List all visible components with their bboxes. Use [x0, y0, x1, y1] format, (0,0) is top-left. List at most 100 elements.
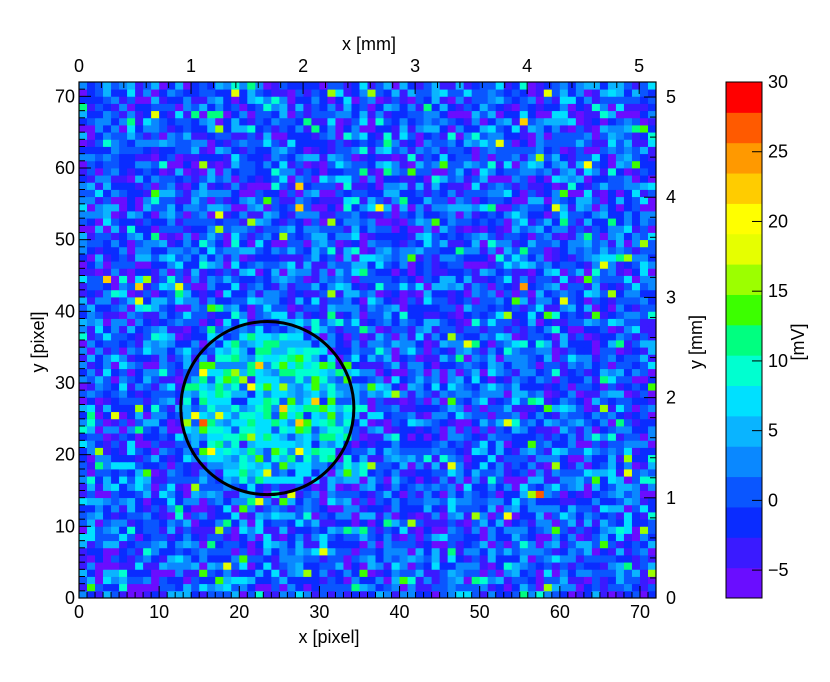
heatmap-cell — [487, 132, 497, 140]
heatmap-cell — [343, 590, 352, 599]
heatmap-cell — [135, 268, 144, 276]
heatmap-cell — [351, 361, 360, 370]
heatmap-cell — [311, 504, 320, 513]
heatmap-cell — [303, 504, 312, 513]
heatmap-cell — [559, 225, 569, 233]
heatmap-cell — [607, 404, 617, 413]
heatmap-cell — [359, 125, 368, 133]
heatmap-cell — [207, 476, 216, 484]
heatmap-cell — [207, 418, 216, 427]
heatmap-cell — [495, 347, 505, 355]
heatmap-cell — [455, 418, 465, 427]
heatmap-cell — [575, 282, 585, 291]
heatmap-cell — [127, 368, 136, 377]
heatmap-cell — [647, 189, 657, 198]
heatmap-cell — [79, 375, 88, 384]
heatmap-cell — [415, 239, 424, 248]
heatmap-cell — [423, 576, 433, 585]
heatmap-cell — [431, 569, 441, 577]
heatmap-cell — [431, 261, 441, 269]
heatmap-cell — [423, 583, 433, 592]
heatmap-cell — [199, 476, 208, 484]
heatmap-cell — [287, 576, 296, 585]
heatmap-cell — [511, 483, 521, 491]
heatmap-cell — [175, 547, 184, 556]
heatmap-cell — [223, 576, 232, 585]
heatmap-cell — [119, 411, 128, 420]
heatmap-cell — [151, 533, 160, 542]
heatmap-cell — [143, 411, 152, 420]
heatmap-cell — [319, 375, 328, 384]
heatmap-cell — [575, 340, 585, 348]
heatmap-cell — [551, 125, 561, 133]
heatmap-cell — [303, 211, 312, 219]
heatmap-cell — [599, 519, 609, 527]
heatmap-cell — [623, 576, 633, 585]
heatmap-cell — [375, 447, 384, 456]
heatmap-cell — [463, 519, 473, 527]
heatmap-cell — [583, 318, 593, 327]
heatmap-cell — [79, 168, 88, 176]
heatmap-cell — [495, 590, 505, 599]
heatmap-cell — [263, 512, 272, 520]
heatmap-cell — [623, 232, 633, 241]
heatmap-cell — [95, 196, 104, 205]
heatmap-cell — [319, 261, 328, 269]
heatmap-cell — [255, 347, 264, 355]
heatmap-cell — [223, 547, 232, 556]
heatmap-cell — [287, 519, 296, 527]
heatmap-cell — [255, 160, 264, 169]
heatmap-cell — [559, 311, 569, 319]
heatmap-cell — [567, 218, 577, 226]
heatmap-cell — [175, 390, 184, 398]
heatmap-cell — [231, 110, 240, 119]
heatmap-cell — [247, 117, 256, 126]
heatmap-cell — [559, 562, 569, 570]
heatmap-cell — [415, 168, 424, 176]
heatmap-cell — [383, 547, 392, 556]
heatmap-cell — [511, 461, 521, 470]
heatmap-cell — [215, 218, 224, 226]
heatmap-cell — [359, 497, 368, 506]
heatmap-cell — [175, 297, 184, 305]
heatmap-cell — [543, 583, 553, 592]
heatmap-cell — [639, 454, 649, 463]
heatmap-cell — [391, 182, 400, 190]
heatmap-cell — [239, 483, 248, 491]
heatmap-cell — [519, 368, 529, 377]
heatmap-cell — [239, 540, 248, 549]
heatmap-cell — [215, 103, 224, 112]
heatmap-cell — [135, 490, 144, 499]
heatmap-cell — [535, 454, 545, 463]
heatmap-cell — [415, 297, 424, 305]
heatmap-cell — [511, 332, 521, 341]
heatmap-cell — [591, 261, 601, 269]
heatmap-cell — [183, 246, 192, 255]
heatmap-cell — [479, 160, 489, 169]
heatmap-cell — [351, 275, 360, 284]
heatmap-cell — [495, 182, 505, 190]
heatmap-cell — [127, 103, 136, 112]
heatmap-cell — [191, 218, 200, 226]
heatmap-cell — [343, 211, 352, 219]
heatmap-cell — [95, 411, 104, 420]
heatmap-cell — [111, 526, 120, 534]
heatmap-cell — [343, 103, 352, 112]
heatmap-cell — [487, 354, 497, 362]
heatmap-cell — [375, 132, 384, 140]
heatmap-cell — [127, 426, 136, 434]
heatmap-cell — [511, 583, 521, 592]
heatmap-cell — [335, 189, 344, 198]
heatmap-cell — [239, 490, 248, 499]
heatmap-cell — [351, 182, 360, 190]
heatmap-cell — [143, 211, 152, 219]
heatmap-cell — [615, 433, 625, 441]
heatmap-cell — [607, 454, 617, 463]
heatmap-cell — [423, 526, 433, 534]
heatmap-cell — [383, 146, 392, 155]
heatmap-cell — [479, 232, 489, 241]
heatmap-cell — [103, 418, 112, 427]
heatmap-cell — [119, 354, 128, 362]
heatmap-cell — [255, 469, 264, 477]
heatmap-cell — [463, 526, 473, 534]
